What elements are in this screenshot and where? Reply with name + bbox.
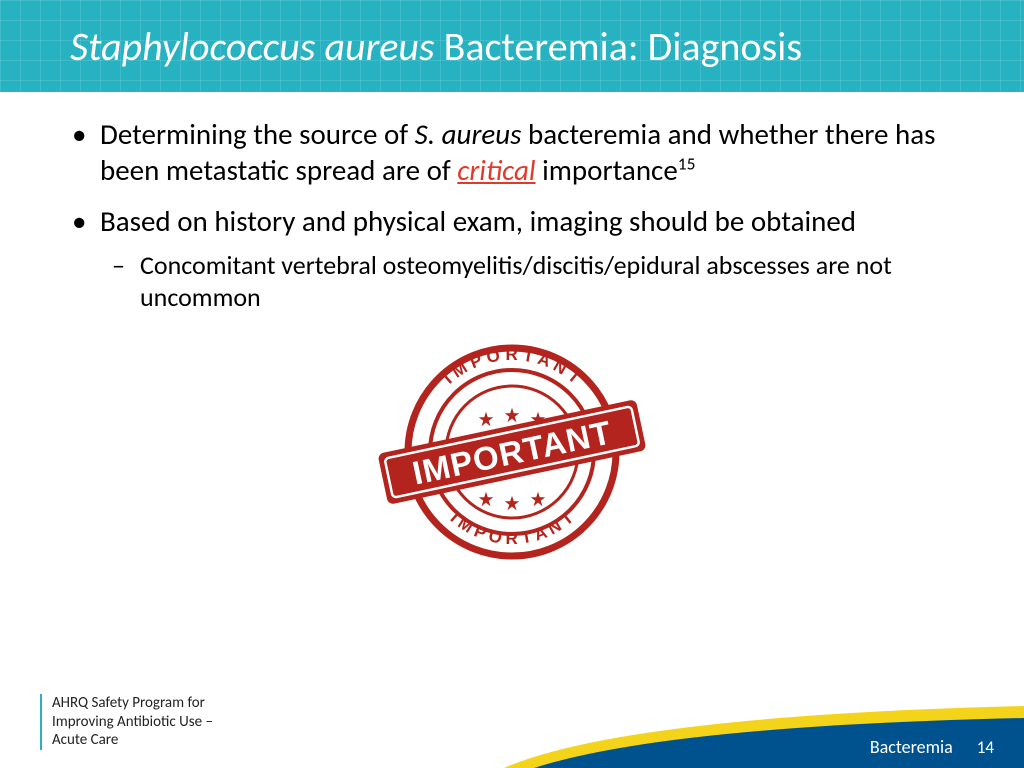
footer-attribution: AHRQ Safety Program for Improving Antibi…	[40, 694, 213, 750]
footer-line: Acute Care	[52, 731, 213, 750]
svg-text:IMPORTANT: IMPORTANT	[409, 413, 615, 491]
text-fragment: Concomitant vertebral osteomyelitis/disc…	[140, 249, 892, 314]
footer-topic: Bacteremia	[870, 736, 953, 758]
important-stamp-icon: I M P O R T A N T I M P O R T A N T	[372, 332, 652, 572]
text-italic: S. aureus	[415, 116, 522, 152]
svg-text:I M P O R T A N T: I M P O R T A N T	[440, 345, 585, 388]
footer-right: Bacteremia 14	[870, 736, 994, 758]
bullet-item: Determining the source of S. aureus bact…	[60, 116, 964, 189]
text-fragment: importance	[536, 152, 678, 188]
stamp-container: I M P O R T A N T I M P O R T A N T	[60, 332, 964, 572]
title-rest: Bacteremia: Diagnosis	[435, 22, 802, 71]
footer-line: AHRQ Safety Program for	[52, 694, 213, 713]
sub-bullet-item: Concomitant vertebral osteomyelitis/disc…	[100, 249, 964, 314]
title-italic: Staphylococcus aureus	[70, 22, 435, 71]
text-critical: critical	[457, 152, 535, 188]
slide-content: Determining the source of S. aureus bact…	[0, 92, 1024, 572]
sub-bullet-list: Concomitant vertebral osteomyelitis/disc…	[100, 249, 964, 314]
page-number: 14	[977, 737, 994, 758]
text-fragment: Determining the source of	[100, 116, 415, 152]
superscript-ref: 15	[678, 153, 696, 175]
bullet-list: Determining the source of S. aureus bact…	[60, 116, 964, 314]
footer-line: Improving Antibiotic Use –	[52, 713, 213, 732]
slide-title: Staphylococcus aureus Bacteremia: Diagno…	[70, 22, 802, 71]
text-fragment: Based on history and physical exam, imag…	[100, 203, 856, 239]
bullet-item: Based on history and physical exam, imag…	[60, 203, 964, 314]
slide-header: Staphylococcus aureus Bacteremia: Diagno…	[0, 0, 1024, 92]
